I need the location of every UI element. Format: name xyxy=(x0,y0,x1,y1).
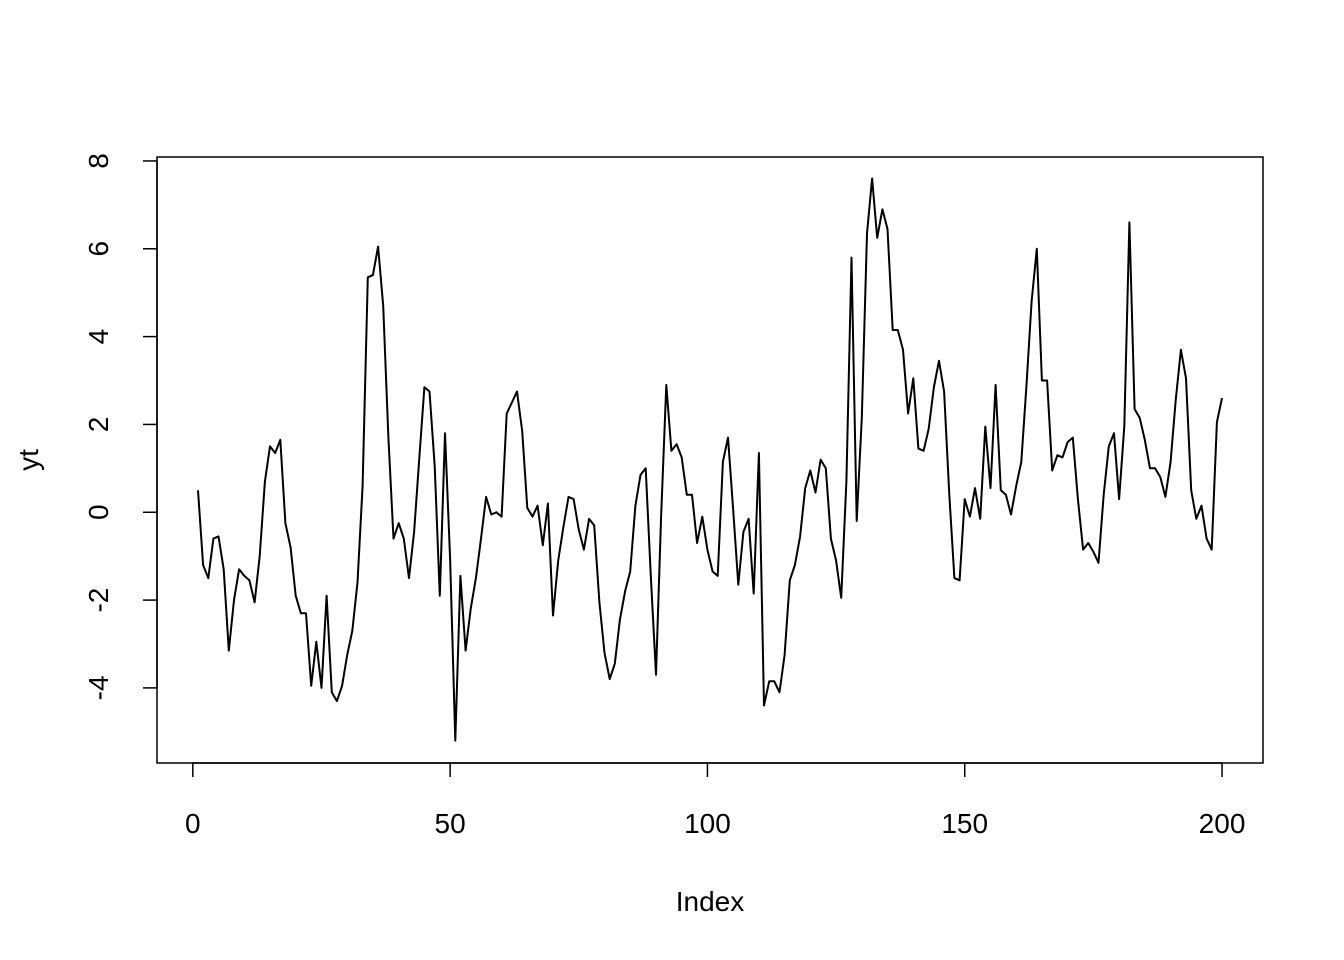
y-tick-label: -2 xyxy=(83,588,114,613)
x-axis-title: Index xyxy=(676,886,745,917)
y-axis-title: yt xyxy=(13,449,44,471)
y-tick-label: 2 xyxy=(83,417,114,433)
y-tick-label: -4 xyxy=(83,675,114,700)
y-axis: -4 -2 0 2 4 6 8 xyxy=(83,153,158,700)
x-tick-label: 0 xyxy=(185,808,201,839)
x-tick-label: 150 xyxy=(941,808,988,839)
y-tick-label: 4 xyxy=(83,329,114,345)
x-tick-label: 100 xyxy=(684,808,731,839)
y-tick-label: 8 xyxy=(83,153,114,169)
x-axis: 0 50 100 150 200 xyxy=(185,762,1246,839)
x-tick-label: 200 xyxy=(1199,808,1246,839)
series-line xyxy=(197,177,1223,742)
y-tick-label: 6 xyxy=(83,241,114,257)
y-tick-label: 0 xyxy=(83,504,114,520)
x-tick-label: 50 xyxy=(435,808,466,839)
